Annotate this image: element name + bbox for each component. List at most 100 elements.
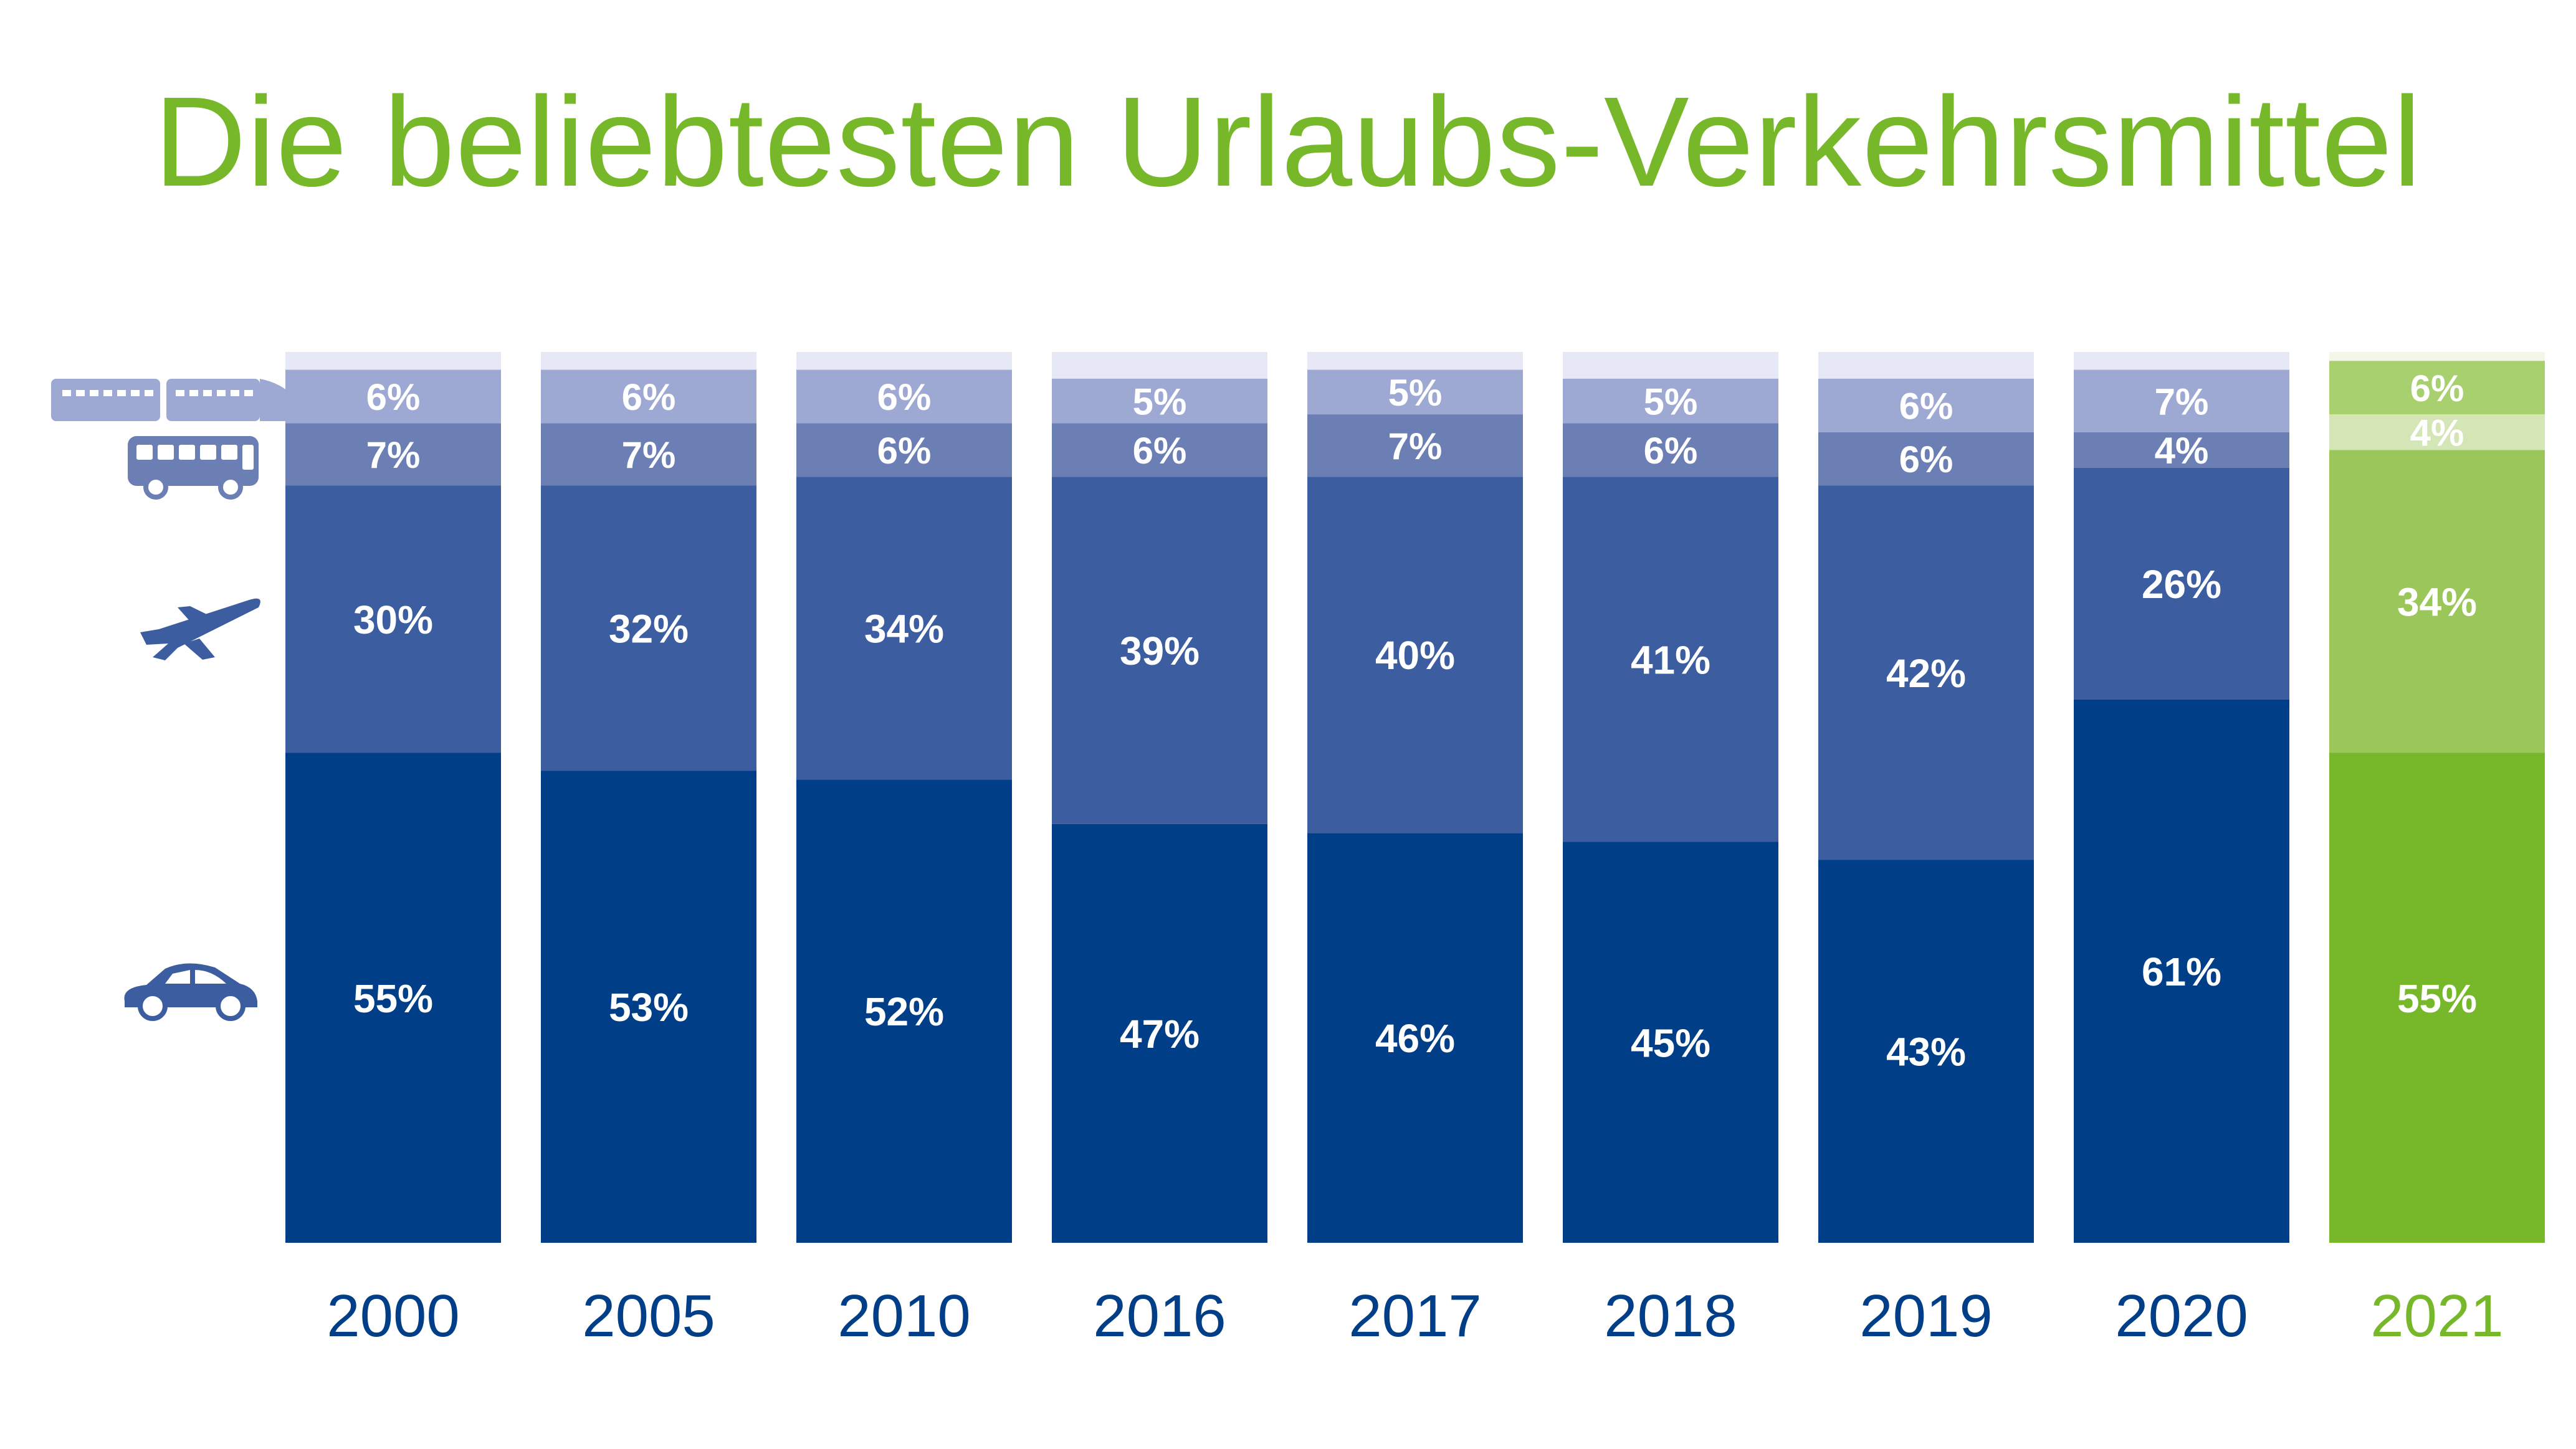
value-label: 6%: [1133, 430, 1187, 472]
value-label: 6%: [1899, 385, 1953, 427]
bar-2018-car: [1563, 842, 1778, 1243]
value-label: 55%: [2397, 976, 2477, 1021]
value-label: 5%: [1133, 381, 1187, 422]
bar-group-2021: [2329, 352, 2545, 1243]
value-label: 6%: [877, 430, 932, 472]
value-label: 42%: [1886, 651, 1966, 696]
value-label: 61%: [2142, 949, 2221, 994]
bar-2021-bus: [2329, 414, 2545, 450]
bar-2020-train: [2074, 369, 2289, 432]
bar-2016-train: [1052, 378, 1267, 424]
category-labels: 2000 2005 2010 2016 2017 2018 2019 2020 2021: [327, 1283, 2504, 1349]
bar-2019-train: [1818, 378, 2034, 432]
value-label: 30%: [353, 597, 433, 642]
value-label: 55%: [353, 976, 433, 1021]
value-label: 53%: [609, 985, 689, 1030]
bar-2000-bus: [285, 423, 501, 486]
bar-2020-car: [2074, 699, 2289, 1243]
bar-2020-bus: [2074, 432, 2289, 468]
category-label-2017: 2017: [1348, 1283, 1482, 1349]
value-label: 47%: [1120, 1012, 1200, 1057]
value-label: 5%: [1644, 381, 1698, 422]
value-label: 26%: [2142, 562, 2221, 607]
value-label: 6%: [2410, 368, 2464, 409]
bar-2005-car: [541, 771, 756, 1243]
bar-2017-bus: [1307, 414, 1523, 477]
bar-group-2005: [541, 352, 756, 1243]
legend-icons: [51, 379, 307, 1021]
chart-title: Die beliebtesten Urlaubs-Verkehrsmittel: [154, 70, 2422, 213]
value-label: 46%: [1375, 1016, 1455, 1061]
bar-2019-car: [1818, 860, 2034, 1243]
train-icon: [51, 379, 307, 421]
bar-2019-airplane: [1818, 485, 2034, 860]
value-label: 6%: [366, 376, 421, 418]
bar-2005-bus: [541, 423, 756, 486]
value-label: 43%: [1886, 1030, 1966, 1075]
bar-2020-airplane: [2074, 467, 2289, 700]
bar-2010-airplane: [796, 477, 1012, 780]
value-label: 34%: [2397, 579, 2477, 624]
bar-group-2018: [1563, 352, 1778, 1243]
bar-group-2016: [1052, 352, 1267, 1243]
bar-2010-bus: [796, 423, 1012, 477]
value-label: 6%: [1899, 439, 1953, 480]
value-label: 6%: [877, 376, 932, 418]
value-label: 41%: [1631, 637, 1710, 682]
bar-group-2017: [1307, 352, 1523, 1243]
value-label: 7%: [2155, 381, 2209, 422]
bar-2021-car: [2329, 753, 2545, 1243]
value-label: 4%: [2155, 430, 2209, 472]
bar-2019-bus: [1818, 432, 2034, 486]
bar-2018-airplane: [1563, 477, 1778, 842]
category-label-2020: 2020: [2115, 1283, 2248, 1349]
bars: [285, 352, 2545, 1243]
value-label: 40%: [1375, 633, 1455, 678]
category-label-2005: 2005: [582, 1283, 715, 1349]
bar-2005-train: [541, 369, 756, 424]
category-label-2016: 2016: [1093, 1283, 1226, 1349]
value-label: 39%: [1120, 629, 1200, 673]
category-label-2010: 2010: [837, 1283, 971, 1349]
bar-2010-train: [796, 369, 1012, 424]
bar-2017-airplane: [1307, 477, 1523, 834]
bar-2000-train: [285, 369, 501, 424]
value-label: 7%: [622, 434, 676, 476]
bar-group-2019: [1818, 352, 2034, 1243]
value-label: 7%: [1388, 425, 1443, 467]
value-label: 7%: [366, 434, 421, 476]
category-label-2018: 2018: [1604, 1283, 1737, 1349]
bar-2000-car: [285, 753, 501, 1243]
car-icon: [124, 963, 257, 1021]
value-label: 32%: [609, 606, 689, 651]
value-label: 4%: [2410, 412, 2464, 454]
bar-2016-bus: [1052, 423, 1267, 477]
bar-2016-airplane: [1052, 477, 1267, 824]
bar-group-2000: [285, 352, 501, 1243]
bar-2018-bus: [1563, 423, 1778, 477]
value-label: 34%: [864, 606, 944, 651]
category-label-2000: 2000: [327, 1283, 460, 1349]
bar-2010-car: [796, 779, 1012, 1243]
bar-group-2020: [2074, 352, 2289, 1243]
bar-2021-airplane: [2329, 450, 2545, 753]
value-label: 6%: [1644, 430, 1698, 472]
value-label: 52%: [864, 989, 944, 1034]
value-label: 5%: [1388, 372, 1443, 414]
category-label-2019: 2019: [1859, 1283, 1993, 1349]
bar-2017-car: [1307, 833, 1523, 1243]
bar-group-2010: [796, 352, 1012, 1243]
bar-2021-train: [2329, 361, 2545, 415]
bar-2016-car: [1052, 824, 1267, 1243]
bar-2005-airplane: [541, 485, 756, 771]
bar-2018-train: [1563, 378, 1778, 424]
value-label: 45%: [1631, 1020, 1710, 1065]
bar-2000-airplane: [285, 485, 501, 753]
value-labels: 55% 30% 7% 6% 53% 32% 7% 6% 52% 34% 6% 6% 47% 39% 6% 5%…: [353, 368, 2477, 1075]
category-label-2021: 2021: [2370, 1283, 2504, 1349]
value-label: 6%: [622, 376, 676, 418]
bus-icon: [128, 436, 259, 500]
airplane-icon: [140, 598, 260, 660]
